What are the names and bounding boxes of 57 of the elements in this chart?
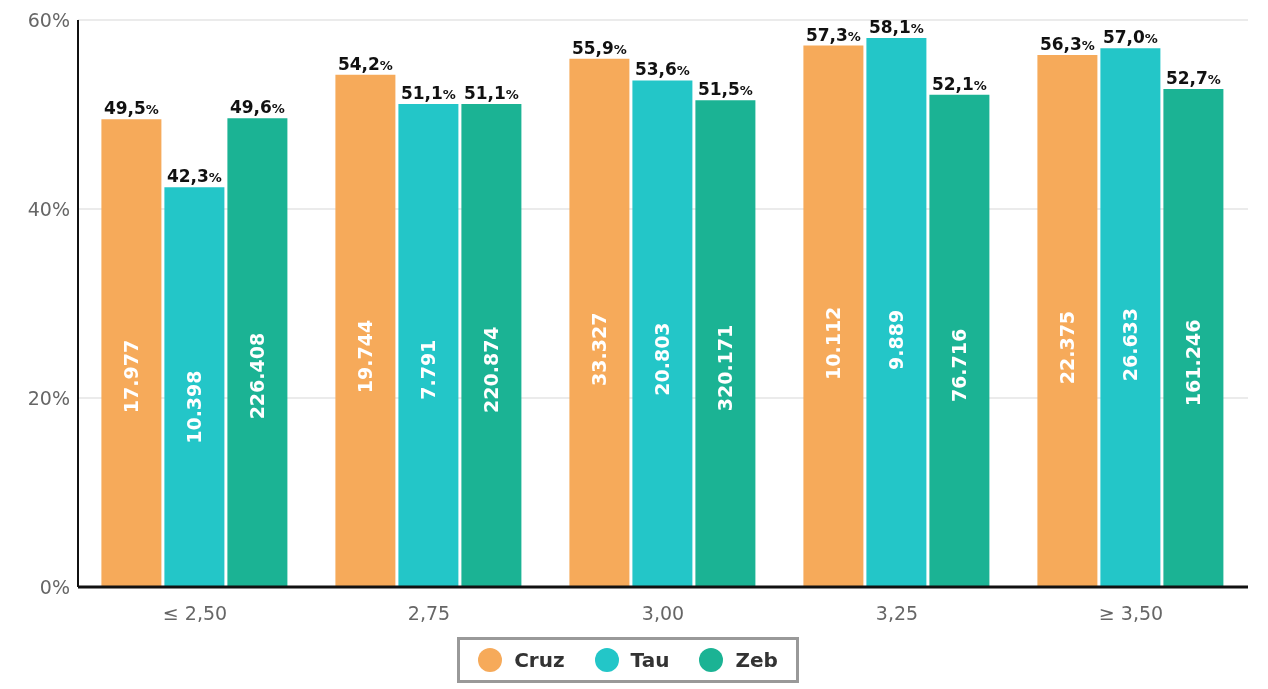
legend-label: Zeb [734, 648, 778, 672]
data-label: 58,1% [868, 16, 924, 37]
data-label: 54,2% [337, 53, 393, 74]
y-tick-label: 0% [39, 575, 70, 598]
bar [929, 94, 990, 587]
annotation: 33.327 [588, 312, 611, 386]
bar [695, 100, 756, 587]
x-tick-label: 3,00 [641, 602, 685, 625]
bar [803, 45, 864, 587]
annotation: 26.633 [1119, 307, 1142, 382]
bar [164, 187, 225, 587]
data-label: 49,5% [103, 98, 159, 119]
bar [1037, 54, 1098, 587]
data-label: 49,6% [229, 97, 285, 118]
bar [866, 37, 927, 587]
data-label: 56,3% [1039, 33, 1095, 54]
annotation: 9.889 [885, 309, 908, 370]
annotation: 76.716 [948, 328, 971, 403]
data-label: 57,3% [805, 24, 861, 45]
x-tick-label: ≤ 2,50 [162, 602, 228, 625]
y-tick-label: 40% [27, 197, 70, 220]
bar [461, 104, 522, 587]
data-label: 52,1% [931, 73, 987, 94]
annotation: 20.803 [651, 322, 674, 396]
annotation: 226.408 [246, 332, 269, 420]
bar [227, 118, 288, 587]
data-label: 51,1% [400, 83, 456, 104]
bar [1100, 48, 1161, 587]
bar [569, 58, 630, 587]
annotation: 19.744 [354, 319, 377, 394]
data-label: 51,5% [697, 79, 753, 100]
annotation: 10.112 [822, 306, 845, 380]
y-tick-label: 60% [27, 8, 70, 31]
annotation: 220.874 [480, 326, 503, 413]
x-tick-label: 2,75 [407, 602, 451, 625]
data-label: 51,1% [463, 83, 519, 104]
bar [1163, 88, 1224, 587]
x-tick-label: 3,25 [875, 602, 919, 625]
data-label: 55,9% [571, 37, 627, 58]
y-tick-label: 20% [27, 386, 70, 409]
annotation: 161.246 [1182, 319, 1205, 407]
data-label: 52,7% [1165, 67, 1221, 88]
bar [101, 119, 162, 587]
bar [632, 80, 693, 587]
data-label: 42,3% [166, 166, 222, 187]
annotation: 22.375 [1056, 310, 1079, 385]
annotation: 17.977 [120, 339, 143, 414]
bar [398, 104, 459, 587]
annotation: 7.791 [417, 339, 440, 400]
x-tick-label: ≥ 3,50 [1098, 602, 1164, 625]
legend-label: Cruz [513, 648, 565, 672]
data-label: 57,0% [1102, 27, 1158, 48]
legend-label: Tau [629, 648, 670, 672]
annotation: 320.171 [714, 324, 737, 412]
annotation: 10.398 [183, 370, 206, 444]
bar [335, 74, 396, 587]
data-label: 53,6% [634, 59, 690, 80]
